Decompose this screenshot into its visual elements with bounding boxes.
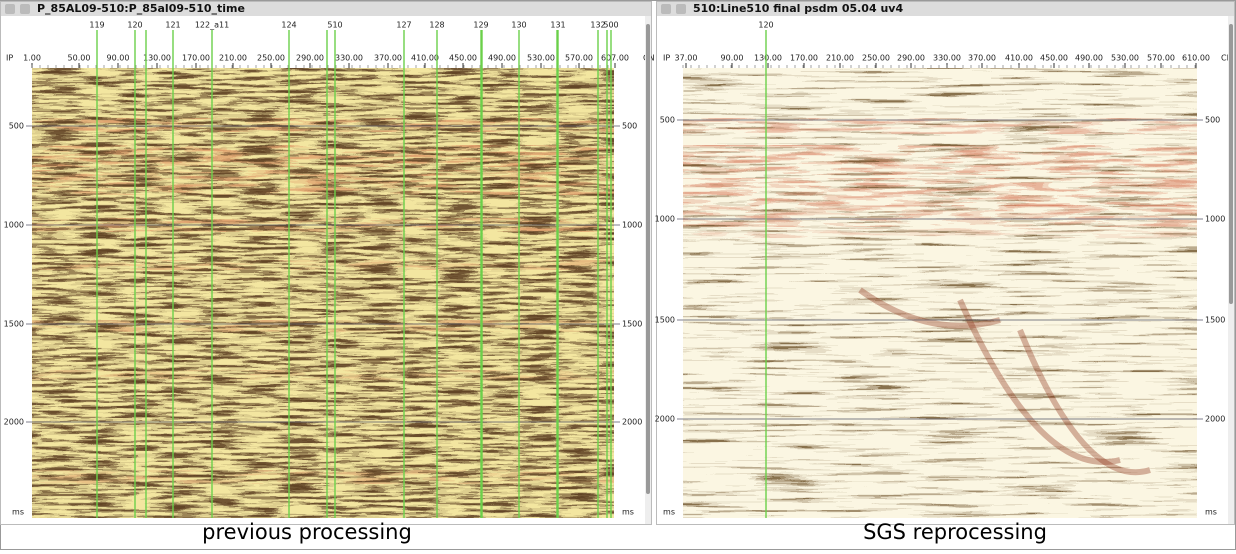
tie-line-label[interactable]: 119 — [89, 21, 104, 30]
time-label-left: 500 — [660, 116, 675, 125]
cdp-label: 610.00 — [1182, 54, 1210, 63]
scrollbar-thumb[interactable] — [1229, 24, 1233, 304]
time-label-right: 1000 — [1205, 215, 1225, 224]
tie-line-label[interactable]: 120 — [758, 21, 773, 30]
cdp-label: 250.00 — [257, 54, 285, 63]
cdp-label: 410.00 — [411, 54, 439, 63]
menu-button[interactable] — [20, 4, 30, 14]
tie-line-label[interactable]: 124 — [281, 21, 296, 30]
time-label-right: 500 — [1205, 116, 1220, 125]
menu-button[interactable] — [676, 4, 686, 14]
cdp-label: 370.00 — [374, 54, 402, 63]
axis-start-label: IP — [663, 54, 670, 63]
time-label-left: 1000 — [655, 215, 675, 224]
cdp-label: 1.00 — [23, 54, 41, 63]
time-label-left: 2000 — [655, 415, 675, 424]
seismic-panel: 510:Line510 final psdm 05.04 uv4 500 500 10… — [655, 1, 1235, 525]
caption: previous processing — [202, 520, 412, 544]
cdp-label: 570.00 — [1147, 54, 1175, 63]
cdp-label: 570.00 — [565, 54, 593, 63]
window-title: 510:Line510 final psdm 05.04 uv4 — [693, 2, 903, 15]
cdp-label: 50.00 — [68, 54, 91, 63]
tie-line-label[interactable]: 128 — [429, 21, 444, 30]
cdp-label: 490.00 — [1075, 54, 1103, 63]
tie-line-label[interactable]: 129 — [473, 21, 488, 30]
time-label-left: 500 — [9, 122, 24, 131]
cdp-label: 330.00 — [933, 54, 961, 63]
window-title: P_85AL09-510:P_85al09-510_time — [37, 2, 245, 15]
diffraction-event — [858, 287, 1001, 329]
axis-end-label: CN — [1221, 54, 1233, 63]
cdp-label: 290.00 — [897, 54, 925, 63]
cdp-label: 170.00 — [182, 54, 210, 63]
cdp-label: 410.00 — [1005, 54, 1033, 63]
tie-line-label[interactable]: 510 — [327, 21, 342, 30]
cdp-label: 90.00 — [721, 54, 744, 63]
tie-line-label[interactable]: 127 — [396, 21, 411, 30]
cdp-label: 90.00 — [107, 54, 130, 63]
tie-line-label[interactable]: 131 — [550, 21, 565, 30]
diffraction-event — [1017, 328, 1151, 476]
time-label-left: 1500 — [655, 316, 675, 325]
tie-line-label[interactable]: 132 — [590, 21, 605, 30]
time-label-right: 2000 — [622, 418, 642, 427]
tie-line-label[interactable]: 121 — [165, 21, 180, 30]
cdp-label: 530.00 — [527, 54, 555, 63]
pin-button[interactable] — [5, 4, 15, 14]
time-label-right: 1500 — [622, 320, 642, 329]
title-bar — [1, 2, 651, 16]
title-bar — [657, 2, 1234, 16]
time-label-left: 1000 — [4, 221, 24, 230]
cdp-label: 290.00 — [296, 54, 324, 63]
cdp-label: 450.00 — [1040, 54, 1068, 63]
cdp-label: 607.00 — [601, 54, 629, 63]
tie-line-label[interactable]: 130 — [511, 21, 526, 30]
time-label-right: 1500 — [1205, 316, 1225, 325]
time-label-left: ms — [12, 508, 24, 517]
time-label-left: 1500 — [4, 320, 24, 329]
seismic-traces — [32, 68, 614, 518]
time-label-left: 2000 — [4, 418, 24, 427]
cdp-label: 530.00 — [1111, 54, 1139, 63]
seismic-panel: P_85AL09-510:P_85al09-510_time 500 500 1000… — [0, 1, 655, 525]
cdp-label: 330.00 — [335, 54, 363, 63]
time-label-right: ms — [1205, 508, 1217, 517]
time-label-right: 1000 — [622, 221, 642, 230]
tie-line-label[interactable]: 122_a11 — [195, 21, 229, 30]
pin-button[interactable] — [661, 4, 671, 14]
tie-line-label[interactable]: 120 — [127, 21, 142, 30]
caption: SGS reprocessing — [863, 520, 1047, 544]
seismic-traces — [683, 68, 1197, 518]
cdp-label: 450.00 — [449, 54, 477, 63]
cdp-label: 210.00 — [826, 54, 854, 63]
time-label-left: ms — [663, 508, 675, 517]
tie-line-label[interactable]: 500 — [603, 21, 618, 30]
diffraction-event — [957, 298, 1121, 465]
time-label-right: ms — [622, 508, 634, 517]
cdp-label: 250.00 — [862, 54, 890, 63]
cdp-label: 210.00 — [219, 54, 247, 63]
cdp-label: 37.00 — [675, 54, 698, 63]
scrollbar-thumb[interactable] — [646, 24, 650, 494]
cdp-label: 130.00 — [143, 54, 171, 63]
axis-start-label: IP — [6, 54, 13, 63]
time-label-right: 500 — [622, 122, 637, 131]
cdp-label: 490.00 — [488, 54, 516, 63]
cdp-label: 370.00 — [968, 54, 996, 63]
time-label-right: 2000 — [1205, 415, 1225, 424]
cdp-label: 170.00 — [790, 54, 818, 63]
cdp-label: 130.00 — [754, 54, 782, 63]
